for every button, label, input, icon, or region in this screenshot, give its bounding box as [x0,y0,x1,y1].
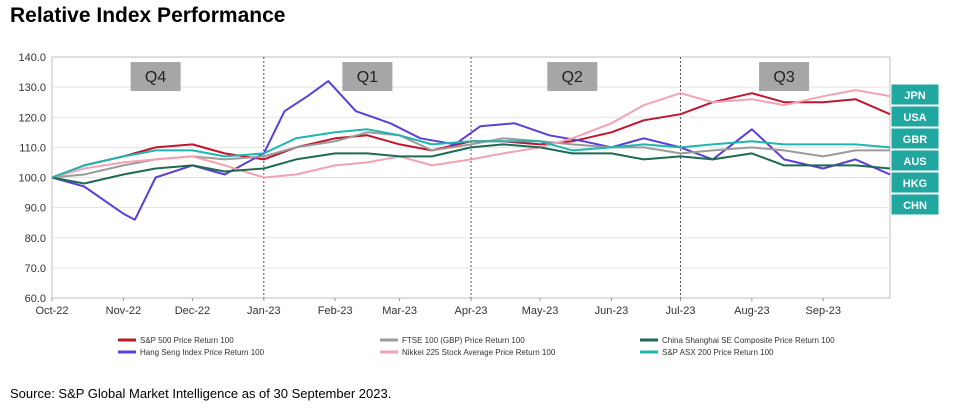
y-tick-label: 90.0 [25,203,46,215]
y-tick-label: 100.0 [18,173,46,185]
country-tag-label: GBR [903,134,928,146]
country-tag-label: CHN [903,200,927,212]
legend-label: Nikkei 225 Stock Average Price Return 10… [402,348,556,357]
y-tick-label: 60.0 [25,293,46,305]
country-tag [890,127,940,150]
y-tick-label: 110.0 [19,142,46,154]
legend-label: China Shanghai SE Composite Price Return… [662,336,835,345]
quarter-label: Q2 [562,69,583,86]
y-tick-label: 120.0 [18,112,46,124]
country-tag-label: AUS [903,156,926,168]
quarter-label-box [759,62,810,91]
series-line [51,143,891,185]
country-tag-label: USA [903,112,926,124]
country-tag [890,193,940,216]
country-tag-label: JPN [904,90,925,102]
legend-label: FTSE 100 (GBP) Price Return 100 [402,336,525,345]
quarter-label-box [130,62,181,91]
x-tick-label: Jan-23 [247,305,281,317]
quarter-label: Q3 [773,69,794,86]
x-tick-label: Sep-23 [805,305,840,317]
series-line [51,89,891,179]
y-tick-label: 80.0 [25,233,46,245]
country-tag [890,105,940,128]
series-line [51,128,891,179]
x-tick-label: Jun-23 [595,305,629,317]
quarter-label: Q1 [357,69,378,86]
x-tick-label: Oct-22 [35,305,68,317]
source-note: Source: S&P Global Market Intelligence a… [10,386,392,401]
quarter-label-box [547,62,598,91]
x-tick-label: Dec-22 [175,305,210,317]
quarter-label: Q4 [145,69,166,86]
country-tag [890,83,940,106]
legend-label: S&P ASX 200 Price Return 100 [662,348,774,357]
chart-title: Relative Index Performance [10,4,286,27]
x-tick-label: Mar-23 [382,305,417,317]
y-tick-label: 140.0 [18,52,46,64]
country-tag [890,149,940,172]
country-tag [890,171,940,194]
country-tag-label: HKG [903,178,927,190]
x-tick-label: Feb-23 [318,305,353,317]
x-tick-label: Jul-23 [666,305,696,317]
y-tick-label: 130.0 [18,82,46,94]
quarter-label-box [342,62,393,91]
x-tick-label: Nov-22 [106,305,141,317]
x-tick-label: May-23 [522,305,559,317]
x-tick-label: Apr-23 [454,305,487,317]
x-tick-label: Aug-23 [734,305,769,317]
legend-label: Hang Seng Index Price Return 100 [140,348,265,357]
series-line [51,80,891,221]
legend-label: S&P 500 Price Return 100 [140,336,234,345]
y-tick-label: 70.0 [25,263,46,275]
